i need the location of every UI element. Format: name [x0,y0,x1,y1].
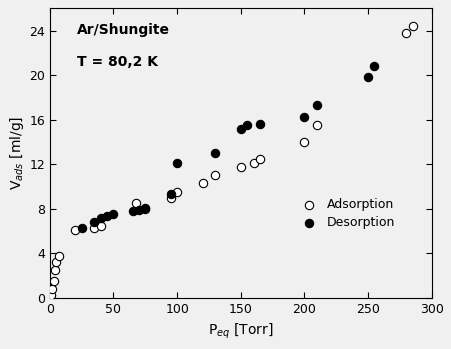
Desorption [141,205,148,210]
Desorption [237,126,244,132]
Desorption [129,208,136,214]
Y-axis label: V$_{ads}$ [ml/g]: V$_{ads}$ [ml/g] [8,116,26,190]
Desorption [135,207,142,213]
Adsorption [237,164,244,169]
Desorption [110,211,117,217]
Adsorption [91,225,98,231]
Adsorption [47,292,55,297]
Desorption [313,103,320,108]
Adsorption [72,227,79,233]
Desorption [364,75,371,80]
Adsorption [402,30,409,36]
Adsorption [249,161,257,166]
X-axis label: P$_{eq}$ [Torr]: P$_{eq}$ [Torr] [207,321,273,341]
Legend: Adsorption, Desorption: Adsorption, Desorption [292,194,398,233]
Adsorption [408,23,415,29]
Adsorption [313,122,320,128]
Desorption [300,115,308,120]
Adsorption [50,279,57,284]
Desorption [211,150,218,156]
Text: Ar/Shungite: Ar/Shungite [76,23,169,37]
Desorption [167,192,174,197]
Desorption [256,121,263,127]
Adsorption [97,223,104,228]
Desorption [91,220,98,225]
Desorption [370,64,377,69]
Desorption [97,215,104,221]
Adsorption [256,156,263,162]
Desorption [173,161,180,166]
Desorption [78,225,85,231]
Adsorption [49,286,56,292]
Adsorption [167,195,174,200]
Adsorption [141,206,148,211]
Adsorption [300,139,308,145]
Adsorption [173,190,180,195]
Adsorption [51,267,59,273]
Text: T = 80,2 K: T = 80,2 K [76,55,157,69]
Adsorption [133,200,140,206]
Adsorption [211,173,218,178]
Desorption [243,122,250,128]
Adsorption [55,253,62,258]
Adsorption [52,260,60,265]
Adsorption [198,180,206,186]
Desorption [103,213,110,218]
